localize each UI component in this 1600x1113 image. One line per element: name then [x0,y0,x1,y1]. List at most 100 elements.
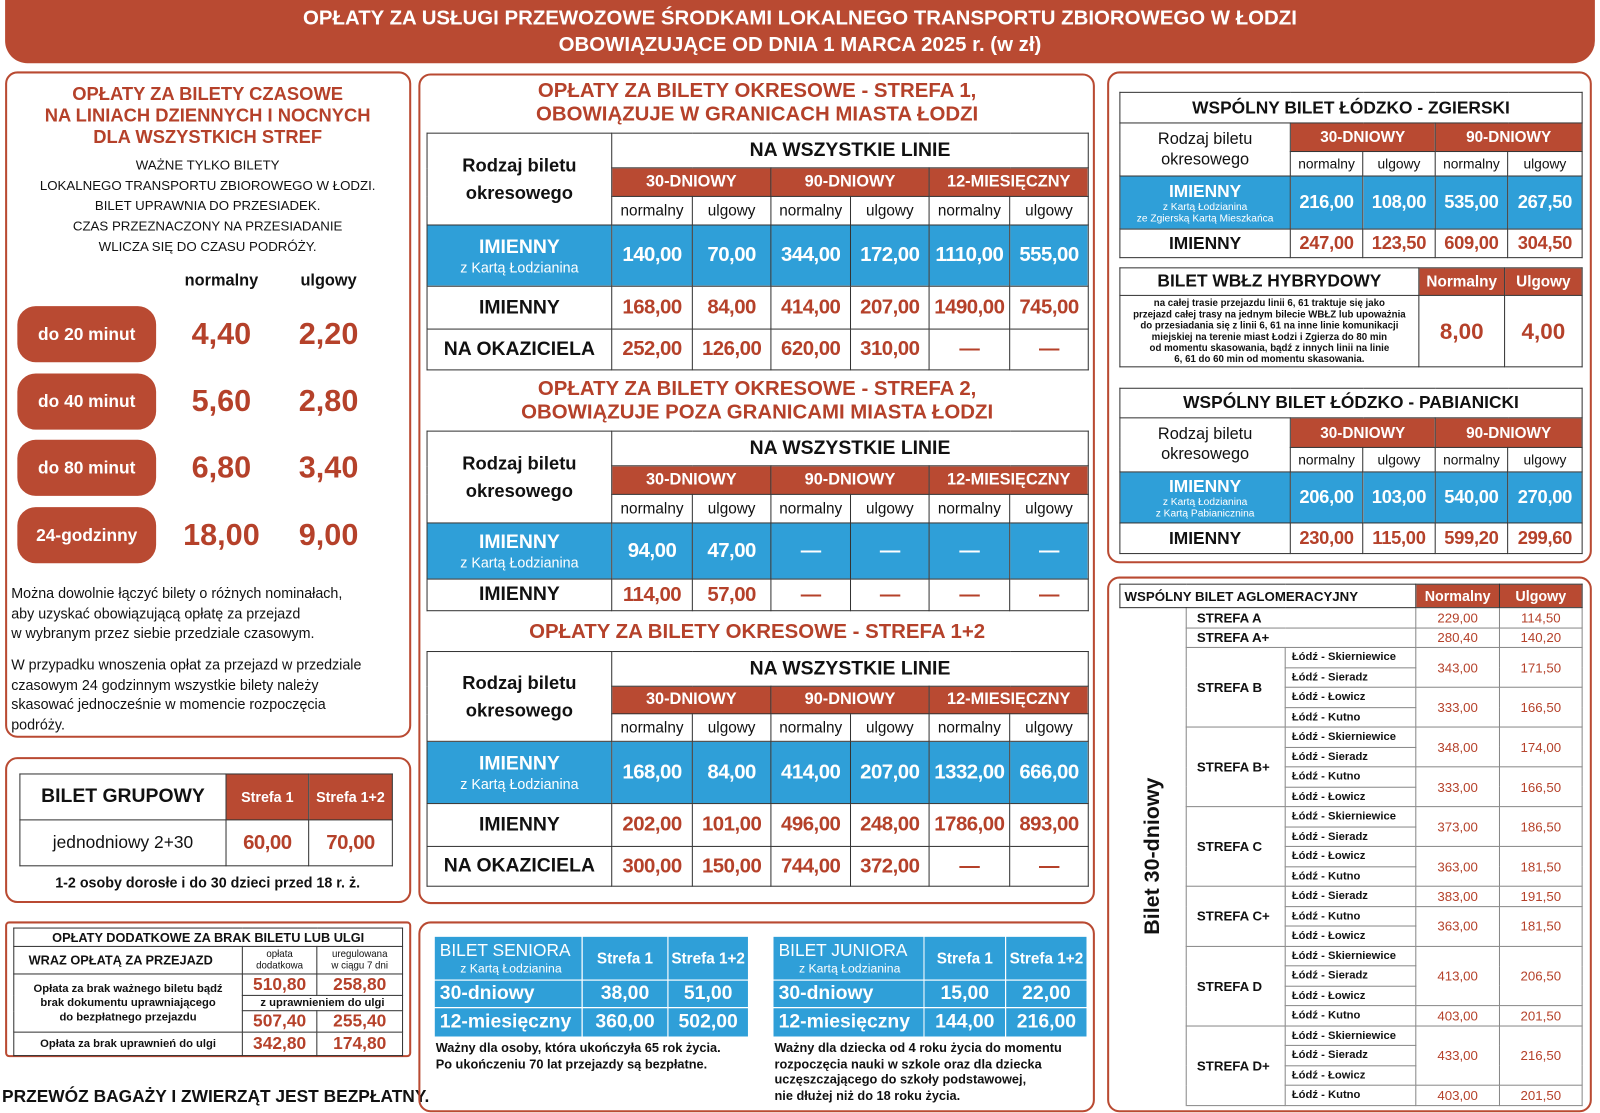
type-label: Rodzaj biletu okresowego [1119,122,1291,177]
ticket-name: NA OKAZICIELA [443,338,595,360]
column-header: Strefa 1+2 [667,935,749,981]
header-line: opłata [266,948,293,961]
zone-price: 280,40 [1415,627,1501,648]
zone-price: 403,00 [1415,1005,1501,1026]
zone-name: STREFA B+ [1185,726,1286,808]
ticket-name: IMIENNY [478,813,560,836]
price: 216,00 [1289,175,1364,230]
table-row: STREFA C+ Łódź - Sieradz 383,00 191,50 [1120,885,1583,947]
zone-price: 174,00 [1498,726,1583,768]
route: Łódź - Skierniewice [1284,646,1417,668]
price: 1332,00 [928,740,1011,805]
route: Łódź - Sieradz [1284,1044,1417,1066]
table-row: jednodniowy 2+30 60,00 70,00 [19,819,393,867]
ticket-sublabel: z Kartą Łodzianina [460,775,579,792]
route: Łódź - Łowicz [1284,1064,1417,1086]
description-line: 6, 61 do 60 min od momentu skasowania. [1174,353,1365,365]
route: Łódź - Skierniewice [1284,1025,1417,1046]
route: Łódź - Sieradz [1284,885,1417,907]
label-line: okresowego [465,699,573,720]
zone-price: 186,50 [1498,806,1583,847]
fare-type: normalny [770,713,852,742]
description-line: miejskiej na terenie miast Łodzi i Zgier… [1151,331,1388,343]
header-line: OBOWIĄZUJĄCE OD DNIA 1 MARCA 2025 r. (w … [558,33,1042,57]
zone-price: 413,00 [1415,945,1501,1007]
table-row: STREFA A+ 280,40 140,20 [1120,627,1583,648]
zone-price: 191,50 [1498,885,1583,907]
fare-type: normalny [928,713,1011,742]
lines-header: NA WSZYSTKIE LINIE [611,430,1089,467]
table-row: IMIENNY 168,00 84,00 414,00 207,00 1490,00 745… [426,285,1089,330]
price: 144,00 [923,1007,1007,1038]
description-line: od momentu skasowania, bądź z innych lin… [1149,342,1390,354]
fare-type: ulgowy [1009,713,1089,742]
table-row: Łódź - Kutno 363,00 181,50 [1120,905,1583,947]
footer-note: PRZEWÓZ BAGAŻY I ZWIERZĄT JEST BEZPŁATNY… [2,1086,430,1107]
zone-price: 403,00 [1415,1084,1501,1106]
price: 70,00 [691,224,772,287]
row-label: IMIENNY z Kartą Łodzianina [426,740,613,805]
table-row: Łódź - Sieradz [1120,666,1582,688]
price: 666,00 [1009,740,1089,805]
table-row: BILET WBŁZ HYBRYDOWY Normalny Ulgowy [1119,267,1583,296]
table-row: IMIENNY 230,00 115,00 599,20 299,60 [1119,522,1583,555]
side-cell: Bilet 30-dniowy [1119,607,1187,1106]
price: 84,00 [691,740,772,805]
price: 344,00 [770,224,852,287]
column-header: uregulowana w ciągu 7 dni [316,945,404,975]
fare-type: normalny [611,195,693,226]
price: — [849,578,930,612]
zone-name: STREFA A+ [1185,627,1417,648]
price: 414,00 [770,740,852,805]
price: 22,00 [1005,979,1088,1009]
zone-price: 181,50 [1498,845,1583,887]
row-label: 12-miesięczny [433,1007,583,1038]
price: 230,00 [1289,522,1364,555]
table-body: WSPÓLNY BILET ŁÓDZKO - ZGIERSKI Rodzaj bi… [1119,91,1583,259]
ticket-sublabel: z Kartą Łodzianina [460,554,579,571]
table-row: Opłata za brak ważnego biletu bądź brak d… [13,973,404,1033]
period: 30-DNIOWY [611,167,772,197]
title-line: OPŁATY ZA BILETY OKRESOWE - STREFA 2, [537,377,977,400]
label-line: okresowego [1161,150,1250,168]
header-line: w ciągu 7 dni [331,960,388,972]
price: 18,00 [183,517,260,552]
ticket-name: IMIENNY [1168,181,1242,201]
surcharges-table: OPŁATY DODATKOWE ZA BRAK BILETU LUB ULGI… [13,927,404,1057]
table-row: STREFA C Łódź - Skierniewice 373,00 186,50 [1120,806,1583,887]
price: 745,00 [1009,285,1089,330]
zone-title: OPŁATY ZA BILETY OKRESOWE - STREFA 1+2 [427,620,1088,643]
row-label: NA OKAZICIELA [426,845,613,887]
note-line: BILET UPRAWNIA DO PRZESIADEK. [94,197,321,214]
discount-note: Ważny dla dziecka od 4 roku życia do mom… [774,1041,1061,1104]
table-body: Rodzaj biletu okresowego NA WSZYSTKIE LINI… [426,430,1089,612]
price: 51,00 [667,979,749,1009]
zone-price: 166,50 [1498,686,1583,728]
zone-price: 171,50 [1498,646,1583,688]
table-row: Łódź - Kutno 403,00 201,50 [1120,1005,1583,1026]
price: 172,00 [849,224,930,287]
zone-price: 166,50 [1498,766,1583,808]
price: 202,00 [611,803,693,847]
price: 535,00 [1434,175,1509,230]
table-row: Rodzaj biletu okresowego NA WSZYSTKIE LINI… [426,430,1089,524]
fare-type: normalny [1289,446,1364,473]
table-row: IMIENNY z Kartą Łodzianina 140,00 70,00 344,… [426,224,1089,287]
row-label: IMIENNY [1119,522,1291,555]
column-header: Strefa 1 [923,935,1007,981]
description-line: na całej trasie przejazdu linii 6, 61 tr… [1153,297,1385,309]
row-label: IMIENNY [426,285,613,330]
price: 207,00 [849,285,930,330]
price: 206,00 [1289,471,1364,524]
zone-name: STREFA C+ [1185,885,1286,947]
time-notes: WAŻNE TYLKO BILETY LOKALNEGO TRANSPORTU Z… [7,155,408,257]
price: 414,00 [770,285,852,330]
price: 893,00 [1009,803,1089,847]
table-row: 12-miesięczny 360,00 502,00 [433,1007,749,1038]
ticket-pill: do 20 minut [17,306,157,363]
title-line: OBOWIĄZUJE W GRANICACH MIASTA ŁODZI [536,103,979,126]
row-label: Opłata za brak ważnego biletu bądź brak d… [13,973,243,1033]
ticket-name: IMIENNY [1168,233,1242,253]
paragraph-line: w wybranym przez siebie przedziale czaso… [11,624,315,641]
